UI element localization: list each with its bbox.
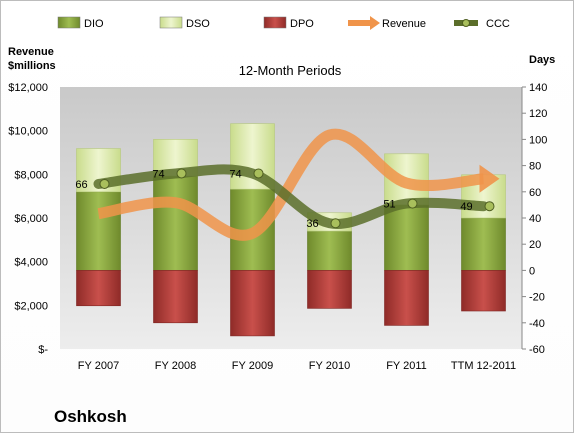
ccc-data-label: 66 bbox=[75, 179, 87, 191]
category-label: FY 2010 bbox=[309, 360, 350, 372]
legend-item-dio: DIO bbox=[57, 16, 104, 30]
right-tick-label: 100 bbox=[529, 134, 547, 146]
bar-dpo bbox=[153, 270, 198, 324]
ccc-data-label: 51 bbox=[383, 199, 395, 211]
category-label: FY 2007 bbox=[78, 360, 119, 372]
right-tick-label: 20 bbox=[529, 239, 541, 251]
legend-swatch-arrowhead bbox=[370, 16, 380, 30]
left-tick-label: $- bbox=[38, 344, 48, 356]
legend-label: Revenue bbox=[382, 18, 426, 30]
legend-label: DSO bbox=[186, 18, 210, 30]
left-tick-label: $2,000 bbox=[14, 300, 48, 312]
ccc-data-label: 74 bbox=[152, 168, 164, 180]
ccc-point bbox=[176, 168, 187, 179]
right-tick-label: -60 bbox=[529, 344, 545, 356]
left-tick-label: $8,000 bbox=[14, 169, 48, 181]
bar-dio bbox=[384, 204, 429, 271]
ccc-point bbox=[330, 218, 341, 229]
legend-swatch-dot bbox=[462, 19, 470, 27]
ccc-data-label: 49 bbox=[460, 201, 472, 213]
right-tick-label: 40 bbox=[529, 213, 541, 225]
right-tick-label: 60 bbox=[529, 187, 541, 199]
category-label: TTM 12-2011 bbox=[451, 360, 516, 372]
left-tick-label: $12,000 bbox=[8, 82, 48, 94]
category-label: FY 2008 bbox=[155, 360, 196, 372]
ccc-point bbox=[484, 201, 495, 212]
left-tick-label: $4,000 bbox=[14, 257, 48, 269]
plot-area bbox=[60, 87, 522, 349]
bars-layer bbox=[76, 123, 506, 337]
revenue-arrowhead bbox=[479, 164, 500, 193]
company-name: Oshkosh bbox=[54, 407, 127, 426]
right-tick-label: 140 bbox=[529, 82, 547, 94]
ccc-data-label: 74 bbox=[229, 168, 241, 180]
bar-dio bbox=[461, 217, 506, 271]
legend-swatch bbox=[263, 16, 287, 29]
category-label: FY 2009 bbox=[232, 360, 273, 372]
bar-dpo bbox=[384, 270, 429, 326]
left-axis-label-line2: $millions bbox=[8, 60, 56, 72]
right-tick-label: -20 bbox=[529, 292, 545, 304]
legend-label: DIO bbox=[84, 18, 104, 30]
ccc-point bbox=[253, 168, 264, 179]
legend-label: DPO bbox=[290, 18, 314, 30]
bar-dpo bbox=[307, 270, 352, 309]
right-tick-label: 120 bbox=[529, 108, 547, 120]
legend-swatch bbox=[159, 16, 183, 29]
ccc-data-label: 36 bbox=[306, 218, 318, 230]
bar-dio bbox=[307, 230, 352, 271]
right-axis-label: Days bbox=[529, 54, 555, 66]
legend-item-dso: DSO bbox=[159, 16, 210, 30]
ticks-layer: $- $2,000 $4,000 $6,000 $8,000 $10,000 $12,000… bbox=[8, 82, 547, 372]
lines-layer: 66 74 74 36 51 49 bbox=[75, 128, 500, 241]
legend-item-ccc: CCC bbox=[454, 18, 510, 30]
legend-item-revenue: Revenue bbox=[348, 16, 426, 30]
ccc-point bbox=[99, 178, 110, 189]
legend-swatch bbox=[57, 16, 81, 29]
bar-dpo bbox=[76, 270, 121, 307]
revenue-line bbox=[97, 128, 485, 241]
category-label: FY 2011 bbox=[386, 360, 427, 372]
chart-title: 12-Month Periods bbox=[239, 63, 342, 78]
right-tick-label: 0 bbox=[529, 265, 535, 277]
bar-dio bbox=[76, 191, 121, 271]
left-axis-label-line1: Revenue bbox=[8, 46, 54, 58]
ccc-point bbox=[407, 198, 418, 209]
legend: DIO DSO DPO Revenue CCC bbox=[57, 16, 510, 30]
bar-dpo bbox=[230, 270, 275, 337]
left-tick-label: $6,000 bbox=[14, 213, 48, 225]
bar-dio bbox=[153, 175, 198, 271]
right-tick-label: 80 bbox=[529, 161, 541, 173]
left-tick-label: $10,000 bbox=[8, 126, 48, 138]
right-tick-label: -40 bbox=[529, 318, 545, 330]
legend-label: CCC bbox=[486, 18, 510, 30]
legend-item-dpo: DPO bbox=[263, 16, 314, 30]
bar-dpo bbox=[461, 270, 506, 312]
